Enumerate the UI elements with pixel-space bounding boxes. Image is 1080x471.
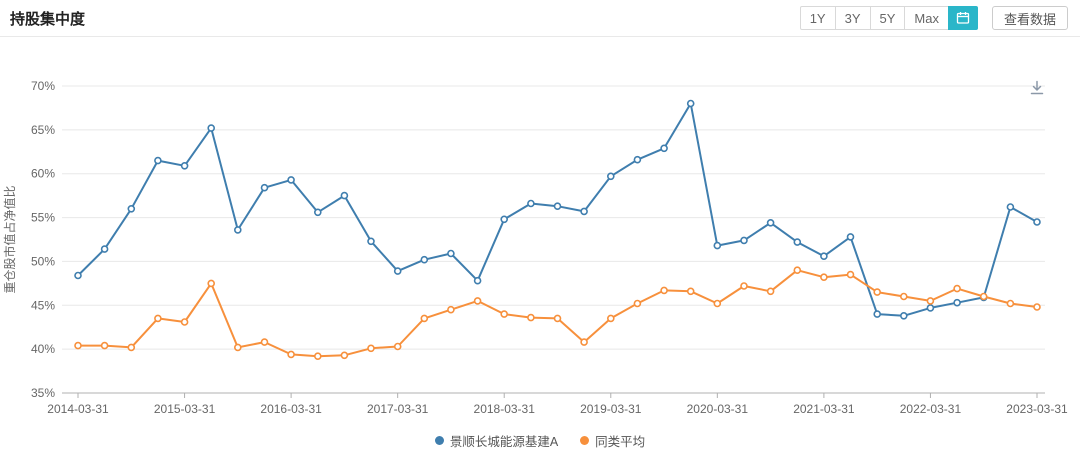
line-chart[interactable]: 35% 40% 45% 50% 55% 60% 65% 70% 2014-03-31 2015-0… (0, 63, 1080, 415)
svg-text:2021-03-31: 2021-03-31 (793, 402, 855, 415)
legend-label-fund: 景顺长城能源基建A (449, 435, 559, 449)
range-button-max[interactable]: Max (904, 6, 949, 30)
svg-text:2017-03-31: 2017-03-31 (367, 402, 429, 415)
svg-text:重仓股市值占净值比: 重仓股市值占净值比 (2, 185, 17, 293)
svg-text:40%: 40% (31, 342, 55, 356)
svg-text:2023-03-31: 2023-03-31 (1006, 402, 1068, 415)
header: 持股集中度 1Y 3Y 5Y Max (0, 0, 1080, 37)
svg-text:2022-03-31: 2022-03-31 (900, 402, 962, 415)
chart-area: 35% 40% 45% 50% 55% 60% 65% 70% 2014-03-31 2015-0… (0, 63, 1080, 450)
shareholding-concentration-panel: 持股集中度 1Y 3Y 5Y Max (0, 0, 1080, 450)
svg-text:70%: 70% (31, 79, 55, 93)
custom-range-calendar-button[interactable] (947, 6, 978, 30)
range-button-5y[interactable]: 5Y (869, 6, 906, 30)
legend-item-fund[interactable]: 景顺长城能源基建A (434, 431, 559, 450)
svg-text:55%: 55% (31, 211, 55, 225)
range-button-1y[interactable]: 1Y (799, 6, 836, 30)
range-button-3y[interactable]: 3Y (834, 6, 871, 30)
svg-text:2014-03-31: 2014-03-31 (47, 402, 109, 415)
svg-text:60%: 60% (31, 167, 55, 181)
calendar-icon (956, 11, 970, 25)
svg-text:45%: 45% (31, 298, 55, 312)
page-title: 持股集中度 (10, 10, 86, 28)
view-data-button[interactable]: 查看数据 (991, 6, 1068, 30)
svg-text:35%: 35% (31, 386, 55, 400)
legend-dot-fund (434, 436, 444, 445)
svg-text:2015-03-31: 2015-03-31 (154, 402, 216, 415)
range-button-group: 1Y 3Y 5Y Max (799, 6, 978, 30)
svg-text:2016-03-31: 2016-03-31 (260, 402, 322, 415)
legend-item-category-average[interactable]: 同类平均 (580, 431, 645, 450)
svg-text:2018-03-31: 2018-03-31 (474, 402, 536, 415)
svg-text:50%: 50% (31, 254, 55, 268)
download-button[interactable] (1028, 79, 1046, 97)
legend-dot-category-average (580, 436, 590, 445)
chart-legend: 景顺长城能源基建A 同类平均 (0, 431, 1080, 450)
svg-text:65%: 65% (31, 123, 55, 137)
svg-text:2019-03-31: 2019-03-31 (580, 402, 642, 415)
header-controls: 1Y 3Y 5Y Max 查看数据 (799, 6, 1068, 30)
legend-label-category-average: 同类平均 (595, 435, 646, 449)
svg-text:2020-03-31: 2020-03-31 (687, 402, 749, 415)
download-icon (1028, 80, 1046, 101)
